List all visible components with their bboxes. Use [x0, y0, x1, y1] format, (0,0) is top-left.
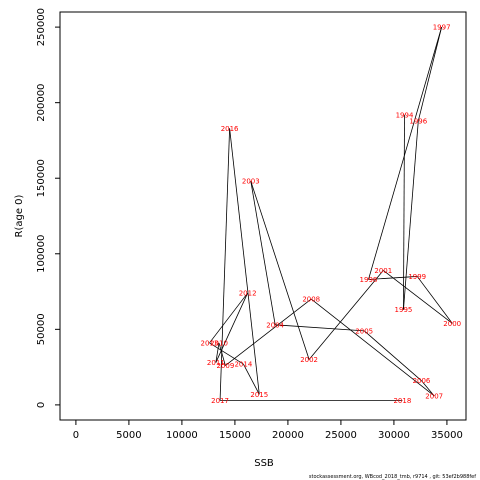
point-label-2006: 2006: [413, 377, 431, 385]
point-label-2010: 2010: [210, 339, 228, 347]
y-tick-label: 200000: [36, 84, 47, 122]
segment-2013-2014: [209, 342, 244, 365]
segment-2008-2009: [225, 298, 312, 366]
y-axis-title: R(age 0): [14, 194, 25, 237]
segment-2015-2016: [229, 128, 260, 395]
segment-2003-2004: [250, 181, 276, 325]
segment-2016-2017: [219, 128, 231, 401]
point-label-2018: 2018: [393, 397, 411, 405]
x-axis: 0 5000 10000 15000 20000 25000 30000 35000: [73, 420, 463, 441]
point-label-2013: 2013: [201, 339, 219, 347]
segment-2006-2007: [421, 380, 435, 397]
point-label-1994: 1994: [396, 111, 414, 119]
point-label-2003: 2003: [242, 178, 260, 186]
point-label-2008: 2008: [302, 296, 320, 304]
y-tick-label: 100000: [36, 235, 47, 273]
segment-2011-2012: [215, 292, 248, 363]
point-label-2001: 2001: [374, 267, 392, 275]
segment-2002-2003: [250, 181, 310, 360]
x-tick-label: 35000: [431, 430, 463, 441]
point-label-2012: 2012: [239, 290, 257, 298]
point-label-2002: 2002: [300, 356, 318, 364]
segment-2001-2002: [308, 270, 384, 360]
point-label-2015: 2015: [250, 391, 268, 399]
plot-frame: [59, 11, 467, 421]
point-label-2004: 2004: [266, 321, 284, 329]
x-tick-label: 15000: [219, 430, 251, 441]
point-label-2007: 2007: [425, 392, 443, 400]
segment-2010-2011: [215, 342, 220, 363]
point-label-1998: 1998: [360, 276, 378, 284]
x-tick-label: 30000: [378, 430, 410, 441]
x-tick-label: 10000: [166, 430, 198, 441]
segment-1995-1996: [403, 120, 419, 310]
point-label-1999: 1999: [408, 273, 426, 281]
y-tick-label: 0: [36, 402, 47, 408]
y-axis: 0 50000 100000 150000 200000 250000: [36, 8, 60, 408]
x-tick-label: 25000: [325, 430, 357, 441]
year-labels: 1994 1995 1996 1997 1998 1999 2000 2001 2002 2003…: [201, 24, 462, 405]
point-label-2000: 2000: [443, 320, 461, 328]
footer-credit: stockassessment.org, WBcod_2018_tmb, r97…: [309, 474, 476, 480]
point-label-2016: 2016: [221, 125, 239, 133]
x-axis-title: SSB: [254, 458, 274, 469]
segment-2000-2001: [383, 270, 453, 324]
point-label-2017: 2017: [211, 397, 229, 405]
point-label-2014: 2014: [234, 361, 252, 369]
y-tick-label: 150000: [36, 159, 47, 197]
segment-2005-2006: [363, 330, 422, 382]
segment-2014-2015: [243, 363, 260, 395]
segment-1999-2000: [416, 276, 453, 324]
segment-2007-2008: [310, 298, 435, 397]
point-label-1995: 1995: [395, 306, 413, 314]
segment-1996-1997: [417, 27, 443, 121]
segment-2012-2013: [209, 292, 248, 344]
point-label-1997: 1997: [433, 24, 451, 32]
x-tick-label: 20000: [272, 430, 304, 441]
x-tick-label: 5000: [116, 430, 141, 441]
point-label-2009: 2009: [216, 362, 234, 370]
segment-1997-1998: [368, 26, 443, 280]
point-label-2005: 2005: [355, 327, 373, 335]
series-path: [209, 26, 453, 401]
x-tick-label: 0: [73, 430, 79, 441]
segment-1994-1995: [403, 114, 405, 310]
point-label-2011: 2011: [207, 359, 225, 367]
point-label-1996: 1996: [409, 117, 427, 125]
segment-2009-2010: [218, 342, 226, 366]
y-tick-label: 50000: [36, 313, 47, 345]
y-tick-label: 250000: [36, 8, 47, 46]
segment-2004-2005: [275, 324, 365, 332]
